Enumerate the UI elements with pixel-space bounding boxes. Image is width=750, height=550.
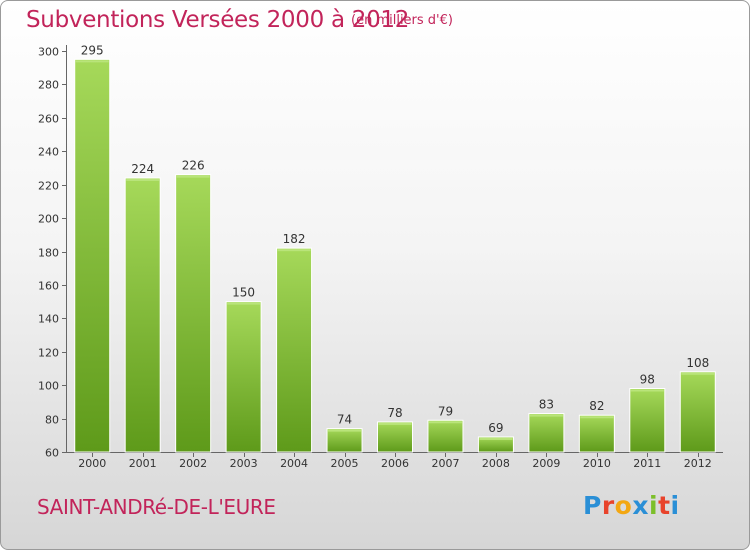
bar-2009 — [528, 413, 565, 453]
y-tick-label: 120 — [38, 347, 59, 360]
bar-highlight — [328, 429, 362, 432]
bar-value-label: 108 — [686, 356, 709, 370]
logo-letter: t — [658, 491, 671, 520]
bar-highlight — [529, 414, 563, 417]
chart-labels: 295 2000 224 2001 226 2002 150 2003 182 2004 74 200… — [78, 43, 712, 470]
chart-bars — [74, 58, 716, 453]
logo-letter: P — [583, 491, 602, 520]
logo-letter: r — [601, 491, 615, 520]
x-tick-label: 2000 — [78, 457, 106, 470]
x-tick-label: 2005 — [331, 457, 359, 470]
bar-2001 — [124, 177, 161, 453]
bar-highlight — [176, 175, 210, 178]
y-tick-label: 140 — [38, 313, 59, 326]
bar-value-label: 182 — [283, 232, 306, 246]
bar-value-label: 226 — [182, 159, 205, 173]
y-tick-label: 80 — [45, 414, 59, 427]
x-tick-label: 2007 — [431, 457, 459, 470]
x-tick-label: 2012 — [684, 457, 712, 470]
bar-2011 — [629, 388, 666, 453]
x-tick-label: 2003 — [230, 457, 258, 470]
bar-highlight — [479, 437, 513, 440]
y-tick-label: 240 — [38, 146, 59, 159]
bar-2004 — [276, 247, 313, 453]
y-tick-label: 260 — [38, 113, 59, 126]
chart-subtitle: (en milliers d'€) — [351, 13, 453, 28]
bar-2010 — [578, 414, 615, 453]
bar-2002 — [175, 174, 212, 453]
y-tick-label: 180 — [38, 247, 59, 260]
bar-2000 — [74, 58, 111, 453]
bar-2007 — [427, 419, 464, 453]
bar-highlight — [681, 372, 715, 375]
bar-highlight — [630, 389, 664, 392]
bar-highlight — [227, 302, 261, 305]
bar-highlight — [75, 60, 109, 63]
x-tick-label: 2002 — [179, 457, 207, 470]
bar-highlight — [378, 422, 412, 425]
y-tick-label: 160 — [38, 280, 59, 293]
commune-name: SAINT-ANDRé-DE-L'EURE — [37, 495, 276, 519]
bar-highlight — [428, 421, 462, 424]
bar-value-label: 224 — [131, 162, 154, 176]
x-tick-label: 2011 — [633, 457, 661, 470]
bar-value-label: 295 — [81, 43, 104, 57]
bar-value-label: 150 — [232, 286, 255, 300]
y-tick-label: 60 — [45, 447, 59, 460]
y-tick-label: 300 — [38, 46, 59, 59]
logo-letter: o — [614, 491, 633, 520]
bar-2005 — [326, 428, 363, 453]
y-tick-label: 100 — [38, 380, 59, 393]
bar-highlight — [126, 178, 160, 181]
y-tick-label: 220 — [38, 180, 59, 193]
bar-highlight — [580, 416, 614, 419]
x-tick-label: 2004 — [280, 457, 308, 470]
bar-value-label: 83 — [539, 398, 554, 412]
bar-2006 — [377, 421, 413, 453]
bar-2003 — [225, 301, 262, 453]
y-tick-label: 280 — [38, 79, 59, 92]
logo-letter: i — [670, 491, 680, 520]
x-tick-label: 2008 — [482, 457, 510, 470]
x-tick-label: 2006 — [381, 457, 409, 470]
x-tick-label: 2009 — [532, 457, 560, 470]
x-tick-label: 2010 — [583, 457, 611, 470]
bar-value-label: 78 — [387, 406, 402, 420]
bar-value-label: 79 — [438, 404, 453, 418]
logo-letter: x — [632, 491, 649, 520]
bar-value-label: 69 — [488, 421, 503, 435]
bar-highlight — [277, 249, 311, 252]
proxiti-logo[interactable]: Proxiti — [583, 491, 680, 520]
bar-value-label: 82 — [589, 399, 604, 413]
chart-title: Subventions Versées 2000 à 2012 — [26, 7, 410, 33]
bar-2012 — [679, 371, 716, 453]
y-tick-label: 200 — [38, 213, 59, 226]
logo-letter: i — [649, 491, 659, 520]
x-tick-label: 2001 — [129, 457, 157, 470]
bar-value-label: 74 — [337, 413, 352, 427]
chart-axes: 60 80 100 120 140 160 180 200 220 240 260 280 300 — [38, 45, 723, 460]
bar-value-label: 98 — [640, 373, 655, 387]
bar-2008 — [477, 436, 514, 453]
